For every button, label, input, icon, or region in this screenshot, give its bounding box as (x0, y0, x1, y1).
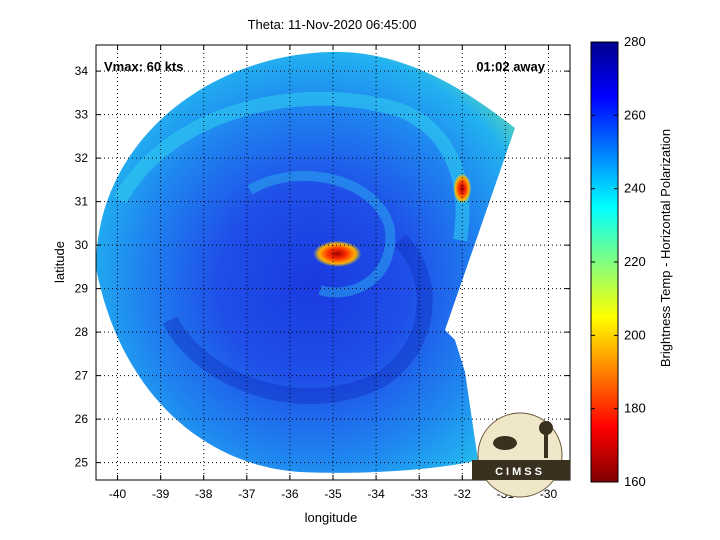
x-tick-label: -34 (367, 487, 385, 501)
x-tick-label: -38 (195, 487, 213, 501)
colorbar-label: Brightness Temp - Horizontal Polarizatio… (658, 129, 673, 367)
y-tick-label: 30 (75, 238, 89, 252)
x-axis-ticks: -40-39-38-37-36-35-34-33-32-31-30 (109, 45, 558, 501)
microwave-swath (96, 51, 515, 473)
plot-frame (95, 44, 571, 481)
colorbar-tick-label: 260 (624, 107, 646, 122)
y-tick-label: 32 (75, 151, 89, 165)
x-tick-label: -33 (411, 487, 429, 501)
cimss-logo: CIMSS (472, 412, 570, 498)
logo-text: CIMSS (495, 466, 545, 478)
time-away-annotation: 01:02 away (476, 59, 545, 74)
x-tick-label: -30 (540, 487, 558, 501)
y-tick-label: 27 (75, 369, 89, 383)
y-tick-label: 29 (75, 282, 89, 296)
colorbar-ticks: 160 180 200 220 240 260 280 (591, 34, 646, 489)
colorbar-tick-label: 180 (624, 401, 646, 416)
spiral-band-mid (247, 171, 396, 298)
swath-layer (96, 51, 515, 473)
logo-base (472, 460, 570, 480)
x-tick-label: -40 (109, 487, 127, 501)
x-tick-label: -35 (324, 487, 342, 501)
y-axis-label: latitude (52, 241, 67, 283)
chart-title: Theta: 11-Nov-2020 06:45:00 (248, 17, 417, 32)
logo-tower (544, 428, 548, 458)
colorbar (590, 41, 619, 483)
y-tick-label: 28 (75, 325, 89, 339)
colorbar-tick-label: 240 (624, 181, 646, 196)
x-tick-label: -37 (238, 487, 256, 501)
colorbar-tick-label: 200 (624, 327, 646, 342)
vmax-annotation: Vmax: 60 kts (104, 59, 184, 74)
logo-dish (493, 436, 517, 450)
grid-lines (96, 45, 570, 480)
logo-tower-tank (539, 421, 553, 435)
y-tick-label: 25 (75, 456, 89, 470)
colorbar-tick-label: 280 (624, 34, 646, 49)
x-tick-label: -32 (454, 487, 472, 501)
hot-spot-marker (453, 173, 472, 204)
y-tick-label: 34 (75, 64, 89, 78)
x-tick-label: -39 (152, 487, 170, 501)
spiral-band-inner (162, 234, 433, 405)
x-axis-label: longitude (305, 510, 358, 525)
y-tick-label: 31 (75, 195, 89, 209)
y-tick-label: 26 (75, 412, 89, 426)
colorbar-tick-label: 220 (624, 254, 646, 269)
y-tick-label: 33 (75, 108, 89, 122)
x-tick-label: -36 (281, 487, 299, 501)
y-axis-ticks: 25 26 27 28 29 30 31 32 33 34 (75, 64, 570, 470)
storm-center-marker (313, 240, 362, 267)
colorbar-tick-label: 160 (624, 474, 646, 489)
